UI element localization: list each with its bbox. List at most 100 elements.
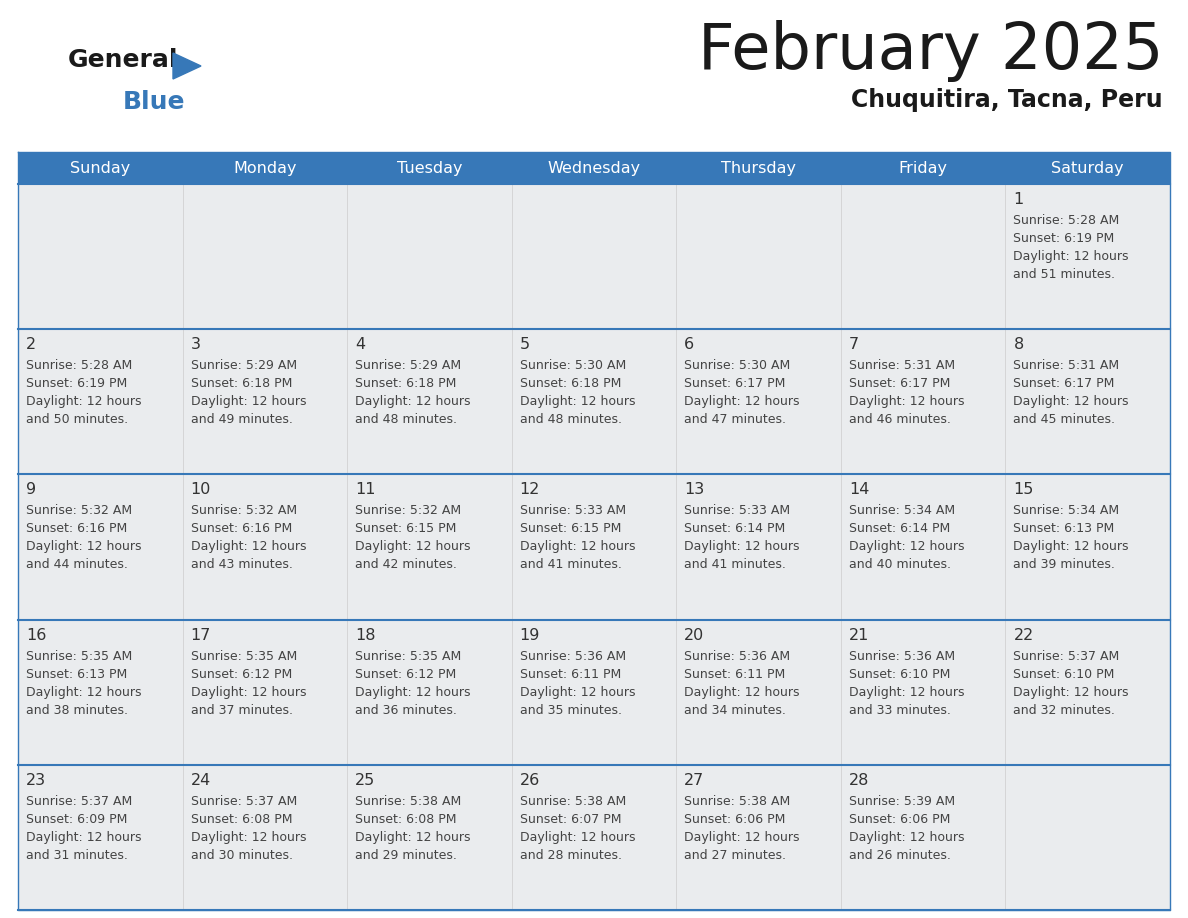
Text: Sunrise: 5:31 AM: Sunrise: 5:31 AM [1013, 359, 1119, 372]
Text: Daylight: 12 hours: Daylight: 12 hours [519, 541, 636, 554]
Text: Sunrise: 5:30 AM: Sunrise: 5:30 AM [684, 359, 790, 372]
Text: Daylight: 12 hours: Daylight: 12 hours [190, 541, 307, 554]
Text: Monday: Monday [233, 161, 297, 175]
Bar [18, 765, 183, 910]
Text: and 26 minutes.: and 26 minutes. [849, 849, 950, 862]
Text: Sunrise: 5:39 AM: Sunrise: 5:39 AM [849, 795, 955, 808]
Bar [1005, 330, 1170, 475]
Text: Sunset: 6:17 PM: Sunset: 6:17 PM [684, 377, 785, 390]
Text: Daylight: 12 hours: Daylight: 12 hours [684, 831, 800, 844]
Text: and 31 minutes.: and 31 minutes. [26, 849, 128, 862]
Bar [1005, 475, 1170, 620]
Text: 22: 22 [1013, 628, 1034, 643]
Text: Sunset: 6:18 PM: Sunset: 6:18 PM [190, 377, 292, 390]
Text: Sunrise: 5:36 AM: Sunrise: 5:36 AM [519, 650, 626, 663]
Text: and 41 minutes.: and 41 minutes. [519, 558, 621, 571]
Text: Sunset: 6:18 PM: Sunset: 6:18 PM [519, 377, 621, 390]
Text: and 50 minutes.: and 50 minutes. [26, 413, 128, 426]
Text: Daylight: 12 hours: Daylight: 12 hours [190, 831, 307, 844]
Text: Daylight: 12 hours: Daylight: 12 hours [26, 541, 141, 554]
Text: Sunset: 6:12 PM: Sunset: 6:12 PM [355, 667, 456, 680]
Text: Sunrise: 5:33 AM: Sunrise: 5:33 AM [684, 504, 790, 518]
Bar [183, 184, 347, 330]
Text: 28: 28 [849, 773, 870, 788]
Text: Sunset: 6:10 PM: Sunset: 6:10 PM [1013, 667, 1114, 680]
Text: Daylight: 12 hours: Daylight: 12 hours [684, 541, 800, 554]
Text: Daylight: 12 hours: Daylight: 12 hours [519, 396, 636, 409]
Text: Daylight: 12 hours: Daylight: 12 hours [190, 396, 307, 409]
Text: and 41 minutes.: and 41 minutes. [684, 558, 786, 571]
Text: Sunset: 6:18 PM: Sunset: 6:18 PM [355, 377, 456, 390]
Text: Daylight: 12 hours: Daylight: 12 hours [355, 541, 470, 554]
Bar [183, 765, 347, 910]
Text: 12: 12 [519, 482, 541, 498]
Text: Friday: Friday [898, 161, 948, 175]
Text: Sunrise: 5:35 AM: Sunrise: 5:35 AM [355, 650, 461, 663]
Text: Sunset: 6:13 PM: Sunset: 6:13 PM [26, 667, 127, 680]
Text: Sunrise: 5:38 AM: Sunrise: 5:38 AM [519, 795, 626, 808]
Polygon shape [173, 53, 201, 79]
Text: Sunrise: 5:33 AM: Sunrise: 5:33 AM [519, 504, 626, 518]
Text: Daylight: 12 hours: Daylight: 12 hours [849, 396, 965, 409]
Text: 17: 17 [190, 628, 211, 643]
Bar [183, 620, 347, 765]
Text: Sunset: 6:17 PM: Sunset: 6:17 PM [1013, 377, 1114, 390]
Text: 4: 4 [355, 337, 365, 353]
Text: Sunrise: 5:32 AM: Sunrise: 5:32 AM [26, 504, 132, 518]
Text: and 48 minutes.: and 48 minutes. [519, 413, 621, 426]
Text: Sunrise: 5:34 AM: Sunrise: 5:34 AM [849, 504, 955, 518]
Text: February 2025: February 2025 [697, 20, 1163, 82]
Text: Sunset: 6:15 PM: Sunset: 6:15 PM [519, 522, 621, 535]
Bar [347, 620, 512, 765]
Bar [841, 475, 1005, 620]
Text: Daylight: 12 hours: Daylight: 12 hours [519, 831, 636, 844]
Text: and 51 minutes.: and 51 minutes. [1013, 268, 1116, 281]
Bar [347, 475, 512, 620]
Text: Sunrise: 5:35 AM: Sunrise: 5:35 AM [190, 650, 297, 663]
Bar [512, 620, 676, 765]
Text: Sunset: 6:19 PM: Sunset: 6:19 PM [26, 377, 127, 390]
Bar [183, 330, 347, 475]
Text: Sunset: 6:14 PM: Sunset: 6:14 PM [849, 522, 950, 535]
Bar [676, 765, 841, 910]
Bar [512, 330, 676, 475]
Text: 2: 2 [26, 337, 36, 353]
Bar [18, 475, 183, 620]
Bar [1005, 184, 1170, 330]
Text: 19: 19 [519, 628, 541, 643]
Text: Daylight: 12 hours: Daylight: 12 hours [26, 396, 141, 409]
Text: Daylight: 12 hours: Daylight: 12 hours [355, 831, 470, 844]
Text: Sunset: 6:13 PM: Sunset: 6:13 PM [1013, 522, 1114, 535]
Text: and 37 minutes.: and 37 minutes. [190, 703, 292, 717]
Bar [18, 152, 1170, 184]
Text: Daylight: 12 hours: Daylight: 12 hours [1013, 396, 1129, 409]
Text: and 28 minutes.: and 28 minutes. [519, 849, 621, 862]
Text: 5: 5 [519, 337, 530, 353]
Text: Sunset: 6:17 PM: Sunset: 6:17 PM [849, 377, 950, 390]
Text: Sunset: 6:06 PM: Sunset: 6:06 PM [684, 812, 785, 826]
Text: and 38 minutes.: and 38 minutes. [26, 703, 128, 717]
Text: Sunset: 6:06 PM: Sunset: 6:06 PM [849, 812, 950, 826]
Text: and 48 minutes.: and 48 minutes. [355, 413, 457, 426]
Text: Sunset: 6:19 PM: Sunset: 6:19 PM [1013, 232, 1114, 245]
Text: 16: 16 [26, 628, 46, 643]
Text: 7: 7 [849, 337, 859, 353]
Text: and 42 minutes.: and 42 minutes. [355, 558, 457, 571]
Text: Sunrise: 5:38 AM: Sunrise: 5:38 AM [355, 795, 461, 808]
Bar [18, 330, 183, 475]
Text: and 43 minutes.: and 43 minutes. [190, 558, 292, 571]
Text: Sunday: Sunday [70, 161, 131, 175]
Text: Daylight: 12 hours: Daylight: 12 hours [355, 396, 470, 409]
Text: Wednesday: Wednesday [548, 161, 640, 175]
Bar [676, 620, 841, 765]
Bar [18, 184, 183, 330]
Text: Chuquitira, Tacna, Peru: Chuquitira, Tacna, Peru [852, 88, 1163, 112]
Bar [676, 475, 841, 620]
Text: 20: 20 [684, 628, 704, 643]
Text: and 30 minutes.: and 30 minutes. [190, 849, 292, 862]
Bar [841, 620, 1005, 765]
Text: Sunset: 6:07 PM: Sunset: 6:07 PM [519, 812, 621, 826]
Text: 25: 25 [355, 773, 375, 788]
Bar [183, 475, 347, 620]
Text: Daylight: 12 hours: Daylight: 12 hours [1013, 541, 1129, 554]
